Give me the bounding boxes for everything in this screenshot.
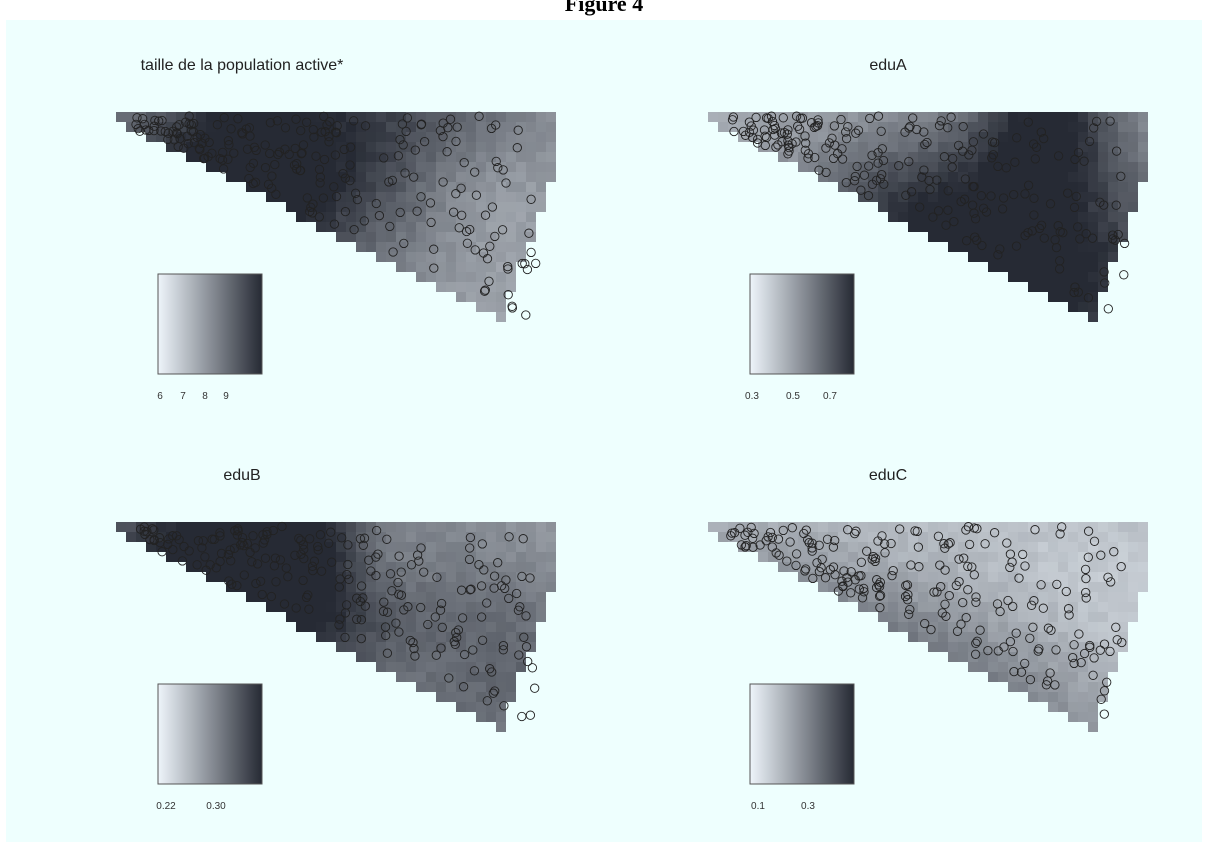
- legend-tick: 0.7: [823, 391, 837, 402]
- sample-points: [726, 522, 1127, 719]
- legend-tick: 0.30: [206, 801, 226, 812]
- legend-tick: 0.3: [801, 801, 815, 812]
- heatmap-surface: [708, 112, 1148, 322]
- legend-tick: 8: [202, 391, 208, 402]
- legend: 6 7 8 9: [157, 273, 263, 402]
- legend: 0.3 0.5 0.7: [745, 273, 855, 402]
- sample-points: [135, 521, 540, 722]
- legend-tick: 0.5: [786, 391, 800, 402]
- legend-tick: 0.3: [745, 391, 759, 402]
- panel-1: taille de la population active* 6 7 8 9: [116, 57, 556, 402]
- panel-4: eduC 0.1 0.3: [708, 467, 1148, 812]
- figure-title: Figure 4: [564, 0, 644, 16]
- panel-2: eduA 0.3 0.5 0.7: [708, 57, 1148, 402]
- legend: 0.1 0.3: [749, 683, 855, 812]
- sample-points: [727, 111, 1130, 314]
- legend-tick: 0.22: [156, 801, 176, 812]
- legend: 0.22 0.30: [156, 683, 263, 812]
- panel-title: eduB: [223, 467, 260, 484]
- legend-tick: 9: [223, 391, 229, 402]
- legend-tick: 6: [157, 391, 163, 402]
- figure-svg: taille de la population active* 6 7 8 9 eduA 0…: [116, 57, 1148, 812]
- panel-title: eduC: [869, 467, 907, 484]
- legend-tick: 7: [180, 391, 186, 402]
- panel-title: taille de la population active*: [141, 57, 344, 74]
- panel-3: eduB 0.22 0.30: [116, 467, 556, 812]
- sample-points: [131, 111, 541, 320]
- legend-tick: 0.1: [751, 801, 765, 812]
- panel-title: eduA: [869, 57, 907, 74]
- figure-canvas: taille de la population active* 6 7 8 9 eduA 0…: [6, 20, 1202, 842]
